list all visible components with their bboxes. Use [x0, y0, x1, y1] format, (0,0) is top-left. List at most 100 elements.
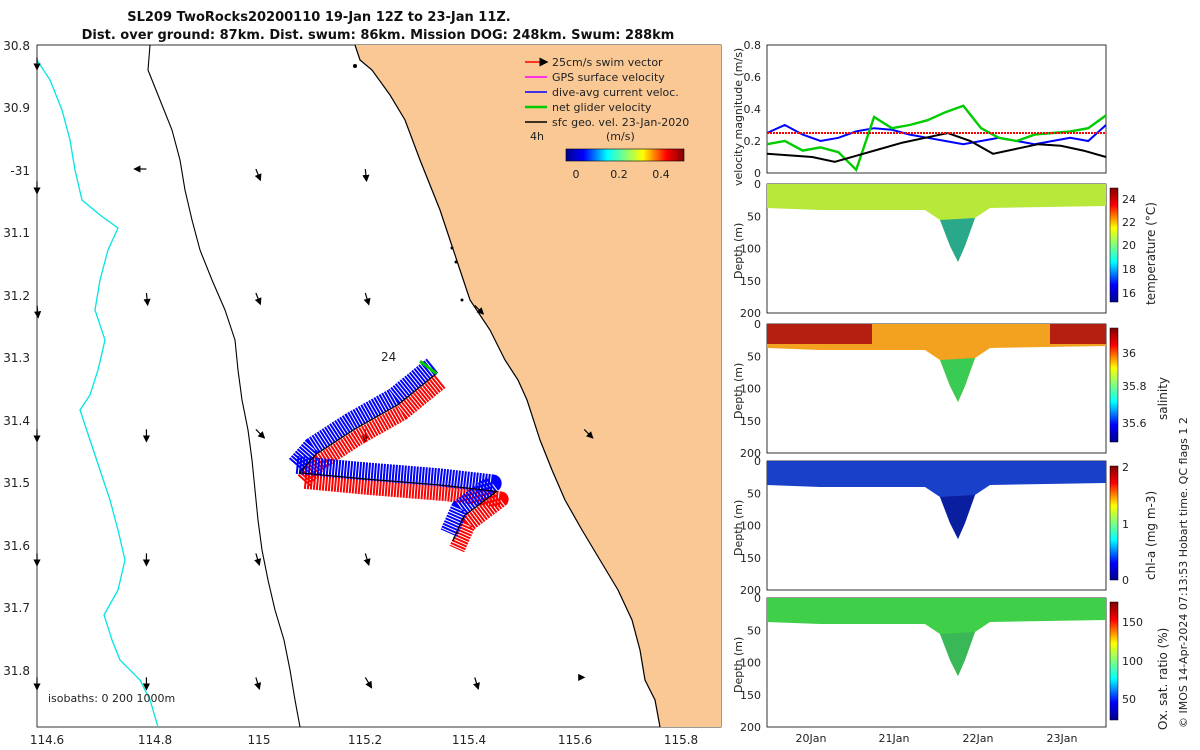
chla-colorbar: [1109, 465, 1119, 581]
depth-tick-label: 100: [740, 520, 761, 533]
section-deep-feature: [940, 632, 975, 676]
depth-tick-label: 200: [740, 721, 761, 734]
velocity-panel: 0.8 0.6 0.4 0.2 0 velocity magnitude (m/…: [732, 39, 1107, 186]
island-marker: [454, 260, 458, 264]
temperature-colorbar: [1109, 187, 1119, 303]
depth-tick-label: 50: [747, 487, 761, 500]
cbar-tick: 20: [1122, 239, 1136, 252]
x-tick-label: 115.8: [664, 733, 698, 747]
geo-velocity-arrow: [254, 553, 262, 567]
chla-label: chl-a (mg m-3): [1144, 491, 1158, 580]
section-colorbars: 24 22 20 18 16 temperature (°C) 36 35.8 …: [1109, 187, 1170, 730]
map-panel: [36, 44, 722, 728]
section-data-fill: [767, 598, 1106, 676]
map-legend: 25cm/s swim vector GPS surface velocity …: [525, 56, 689, 181]
geo-velocity-arrow: [363, 553, 371, 567]
geo-velocity-arrow: [254, 677, 262, 691]
depth-tick-label: 150: [740, 415, 761, 428]
geo-velocity-arrow: [254, 292, 262, 306]
x-tick-label: 114.8: [138, 733, 172, 747]
cbar-tick: 2: [1122, 461, 1129, 474]
y-tick-label: 31.8: [3, 664, 30, 678]
depth-tick-label: 0: [754, 318, 761, 331]
depth-tick-label: 200: [740, 307, 761, 320]
cbar-tick: 35.8: [1122, 380, 1147, 393]
map-colorbar-tick: 0: [573, 168, 580, 181]
land-mass: [355, 45, 721, 727]
cbar-tick: 24: [1122, 193, 1136, 206]
section-panels: 0 50 100 150 200 Depth (m) 0 50 100 150 200 Depth (…: [732, 178, 1107, 734]
isobath-label: isobaths: 0 200 1000m: [48, 692, 175, 705]
depth-tick-label: 50: [747, 624, 761, 637]
cbar-tick: 18: [1122, 263, 1136, 276]
map-colorbar-tick: 0.2: [610, 168, 628, 181]
section-data-fill: [767, 184, 1106, 262]
depth-tick-label: 150: [740, 552, 761, 565]
y-tick-label: 30.8: [3, 39, 30, 53]
coastline: [354, 44, 661, 728]
annotation-24: 24: [381, 350, 396, 364]
glider-track-layer: [286, 358, 509, 553]
y-tick-label: 31.6: [3, 539, 30, 553]
vel-y-tick: 0: [754, 167, 761, 180]
cbar-tick: 50: [1122, 693, 1136, 706]
annotation-4h: 4h: [530, 130, 544, 143]
depth-tick-label: 200: [740, 584, 761, 597]
cbar-tick: 35.6: [1122, 417, 1147, 430]
time-tick-label: 20Jan: [796, 732, 827, 745]
glider-track-line: [298, 373, 499, 542]
legend-label-dac: dive-avg current veloc.: [552, 86, 679, 99]
y-tick-label: 31.3: [3, 351, 30, 365]
isobath-200m: [147, 44, 301, 728]
velocity-series-line: [766, 131, 1107, 163]
map-colorbar-tick: 0.4: [652, 168, 670, 181]
y-tick-label: 31.5: [3, 476, 30, 490]
vel-y-tick: 0.8: [744, 39, 762, 52]
swim-vector-band: [295, 375, 509, 553]
y-tick-label: 31.7: [3, 601, 30, 615]
section-high-salinity: [767, 324, 872, 344]
depth-tick-label: 50: [747, 350, 761, 363]
geo-velocity-arrow: [34, 305, 42, 319]
cbar-tick: 16: [1122, 287, 1136, 300]
geo-velocity-arrow: [583, 428, 594, 439]
imos-credit: © IMOS 14-Apr-2024 07:13:53 Hobart time.…: [1177, 417, 1190, 728]
geo-velocity-arrow: [364, 677, 373, 689]
time-tick-label: 22Jan: [963, 732, 994, 745]
depth-tick-label: 100: [740, 657, 761, 670]
y-tick-label: 30.9: [3, 101, 30, 115]
time-axis: 20Jan 21Jan 22Jan 23Jan: [796, 732, 1078, 745]
map-colorbar: [565, 148, 685, 162]
title-line-1: SL209 TwoRocks20200110 19-Jan 12Z to 23-…: [127, 10, 511, 25]
net-glider-velocity-arrow: [419, 360, 438, 375]
time-tick-label: 23Jan: [1047, 732, 1078, 745]
island-marker: [460, 298, 464, 302]
cbar-tick: 150: [1122, 616, 1143, 629]
section-deep-feature: [940, 495, 975, 539]
geo-velocity-arrow: [255, 428, 266, 439]
section-deep-feature: [940, 218, 975, 262]
oxygen-label: Ox. sat. ratio (%): [1156, 628, 1170, 730]
time-tick-label: 21Jan: [879, 732, 910, 745]
title-line-2: Dist. over ground: 87km. Dist. swum: 86k…: [82, 28, 675, 43]
y-tick-label: 31.2: [3, 289, 30, 303]
temperature-label: temperature (°C): [1144, 202, 1158, 305]
depth-axis-label: Depth (m): [732, 637, 745, 693]
isobath-1000m: [36, 59, 159, 728]
salinity-colorbar: [1109, 327, 1119, 443]
geo-arrow-layer: [33, 57, 594, 691]
section-deep-feature: [940, 358, 975, 402]
y-tick-label: 31.4: [3, 414, 30, 428]
depth-tick-label: 100: [740, 243, 761, 256]
section-high-salinity: [1050, 324, 1106, 344]
depth-tick-label: 150: [740, 689, 761, 702]
map-x-ticks: 114.6 114.8 115 115.2 115.4 115.6 115.8: [30, 733, 698, 747]
vel-y-tick: 0.2: [744, 135, 762, 148]
depth-tick-label: 150: [740, 275, 761, 288]
map-y-ticks: 30.8 30.9 -31 31.1 31.2 31.3 31.4 31.5 3…: [3, 39, 30, 678]
x-tick-label: 114.6: [30, 733, 64, 747]
cbar-tick: 22: [1122, 216, 1136, 229]
geo-velocity-arrow: [362, 168, 370, 183]
depth-axis-label: Depth (m): [732, 223, 745, 279]
